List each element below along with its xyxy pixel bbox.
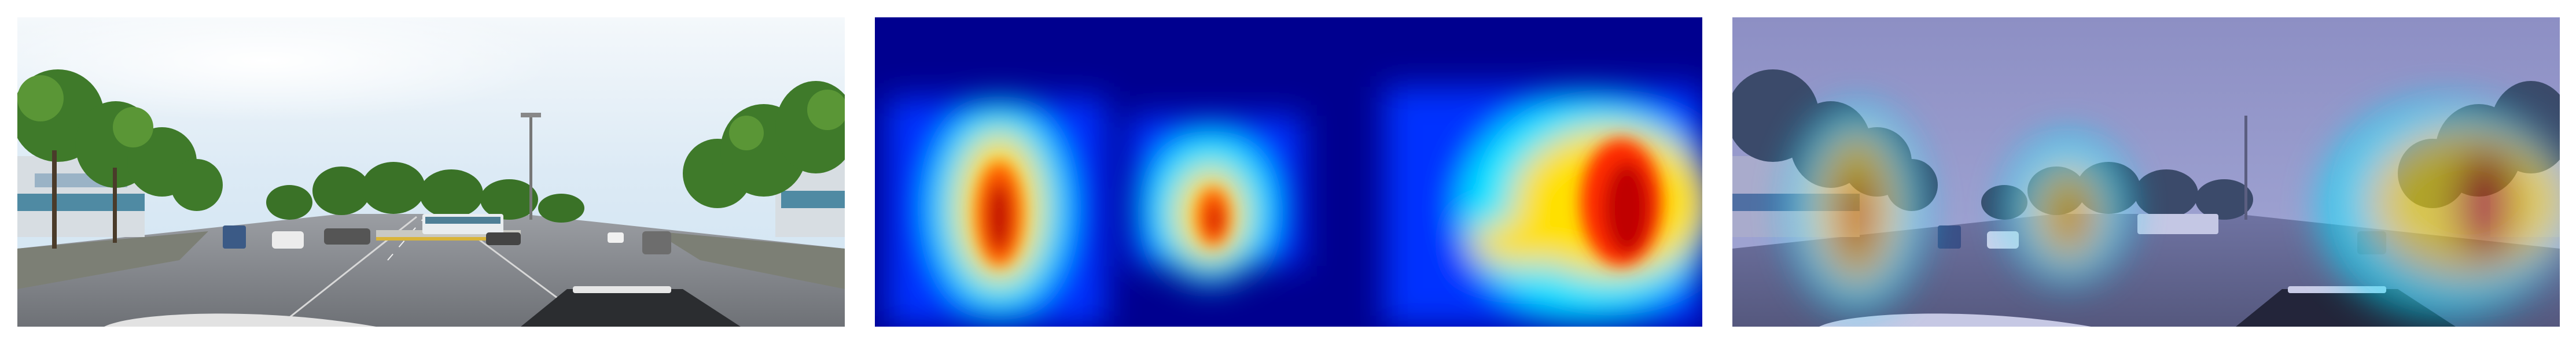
heatmap-overlay [1732,17,2560,327]
heatmap-canvas [875,17,1702,327]
attention-heatmap [875,17,1702,327]
overlay-scene [1732,17,2560,327]
overlay-heat-blobs [1787,98,2560,318]
original-panorama [17,17,845,327]
street-scene [17,17,845,327]
